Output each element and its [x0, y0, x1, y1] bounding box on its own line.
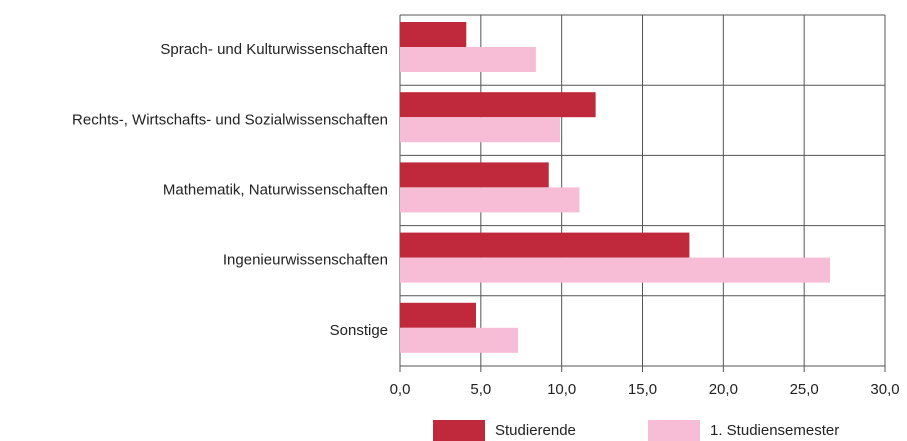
bar	[400, 257, 831, 283]
legend-label: 1. Studiensemester	[710, 422, 839, 439]
bar	[400, 327, 519, 353]
bar	[400, 92, 596, 118]
y-tick-label: Mathematik, Naturwissenschaften	[163, 181, 388, 198]
y-tick-label: Rechts-, Wirtschafts- und Sozialwissensc…	[72, 111, 388, 128]
y-tick-label: Sonstige	[330, 322, 388, 339]
bar	[400, 47, 536, 72]
legend-label: Studierende	[495, 422, 576, 439]
x-tick-label: 5,0	[470, 381, 491, 398]
bar	[400, 187, 580, 213]
legend-swatch	[648, 420, 700, 441]
bar	[400, 232, 690, 258]
legend-swatch	[433, 420, 485, 441]
bar	[400, 302, 476, 328]
x-tick-label: 10,0	[547, 381, 576, 398]
bar	[400, 162, 549, 188]
x-tick-label: 20,0	[709, 381, 738, 398]
x-tick-label: 30,0	[870, 381, 899, 398]
y-tick-label: Ingenieurwissenschaften	[223, 252, 388, 269]
bar	[400, 117, 561, 143]
x-tick-label: 25,0	[790, 381, 819, 398]
y-tick-label: Sprach- und Kulturwissenschaften	[160, 41, 388, 58]
x-tick-label: 0,0	[390, 381, 411, 398]
bar	[400, 22, 467, 47]
x-tick-label: 15,0	[628, 381, 657, 398]
